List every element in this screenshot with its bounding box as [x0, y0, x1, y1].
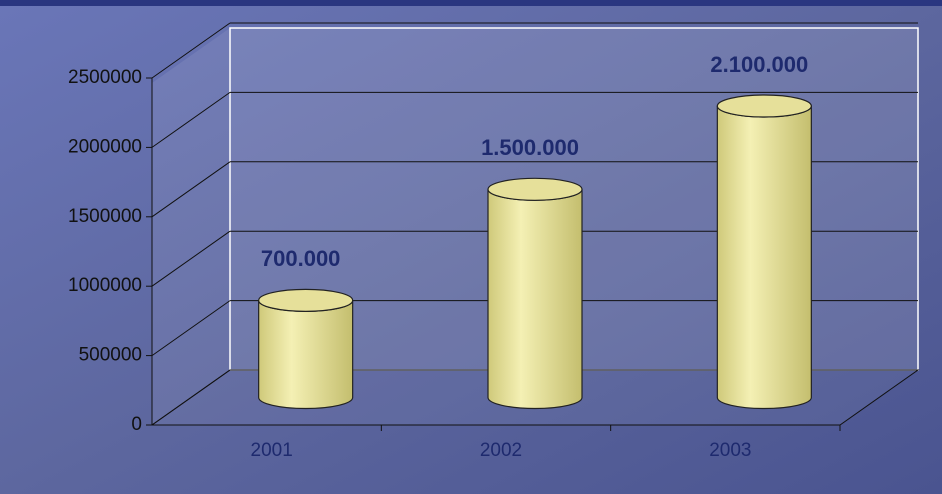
grid-line-side: [151, 230, 231, 287]
y-tick-label: 0: [131, 414, 142, 435]
bar: [258, 300, 354, 410]
y-tick-label: 1000000: [68, 275, 142, 296]
value-label: 1.500.000: [481, 135, 579, 160]
grid-line-side: [151, 161, 231, 218]
x-tick-label: 2002: [480, 440, 522, 461]
grid-line-side: [151, 91, 231, 148]
x-tick-label: 2001: [251, 440, 293, 461]
bar: [487, 189, 583, 410]
bar-top: [258, 288, 354, 312]
top-band: [0, 0, 942, 6]
y-tick-label: 2000000: [68, 136, 142, 157]
bar: [716, 105, 812, 410]
bar-top: [716, 94, 812, 118]
y-tick-label: 2500000: [68, 67, 142, 88]
side-wall: [152, 28, 230, 425]
grid-line-side: [151, 369, 231, 426]
x-tick-label: 2003: [709, 440, 751, 461]
grid-line-side: [151, 300, 231, 357]
grid-line-side: [151, 22, 231, 79]
bar-top: [487, 177, 583, 201]
value-label: 2.100.000: [710, 52, 808, 77]
y-tick-label: 500000: [79, 345, 142, 366]
value-label: 700.000: [261, 246, 341, 271]
y-tick-label: 1500000: [68, 206, 142, 227]
